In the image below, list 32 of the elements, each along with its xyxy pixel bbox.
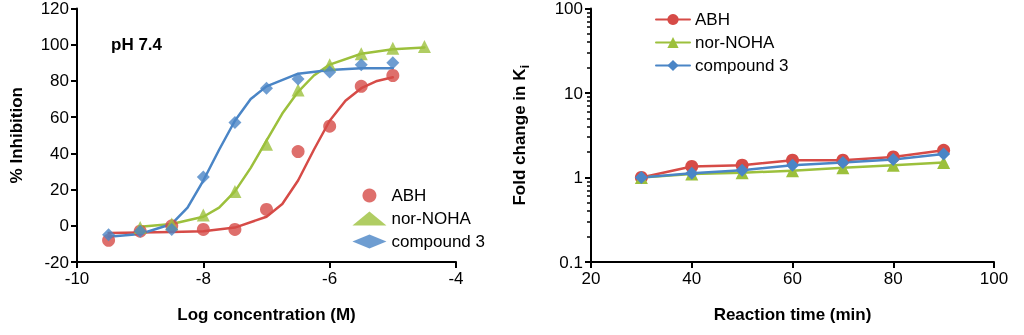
x-axis-title: Log concentration (M) [177,305,356,324]
y-axis-title: % Inhibition [7,87,26,184]
x-tick-label: 40 [682,269,702,288]
y-tick-label: 80 [50,71,69,91]
y-tick-label: 60 [50,107,69,127]
x-tick-label: -6 [322,269,338,288]
y-tick-label: 10 [564,83,583,103]
x-tick-label: -4 [448,269,464,288]
y-tick-label: -20 [44,252,69,272]
legend-label: compound 3 [695,56,789,75]
y-tick-label: 1 [573,168,583,187]
legend-label: ABH [695,10,730,29]
annotation: pH 7.4 [111,35,163,54]
x-tick-label: 20 [581,269,601,288]
y-tick-label: 120 [40,0,69,18]
y-tick-label: 20 [50,180,69,200]
x-tick-label: 80 [883,269,903,288]
x-tick-label: 60 [783,269,802,288]
y-tick-label: 0.1 [559,252,583,272]
legend-label: compound 3 [391,232,486,251]
x-axis-title: Reaction time (min) [713,305,872,324]
legend-label: nor-NOHA [695,33,776,52]
x-tick-label: 100 [979,269,1009,288]
y-axis-title: Fold change in Ki [510,64,532,206]
legend-label: nor-NOHA [391,209,472,228]
y-tick-label: 0 [59,216,69,236]
y-tick-label: 40 [50,143,69,163]
x-tick-label: -10 [64,269,90,288]
y-tick-label: 100 [40,35,69,55]
y-tick-label: 100 [554,0,583,18]
legend-label: ABH [391,186,427,205]
x-tick-label: -8 [195,269,211,288]
